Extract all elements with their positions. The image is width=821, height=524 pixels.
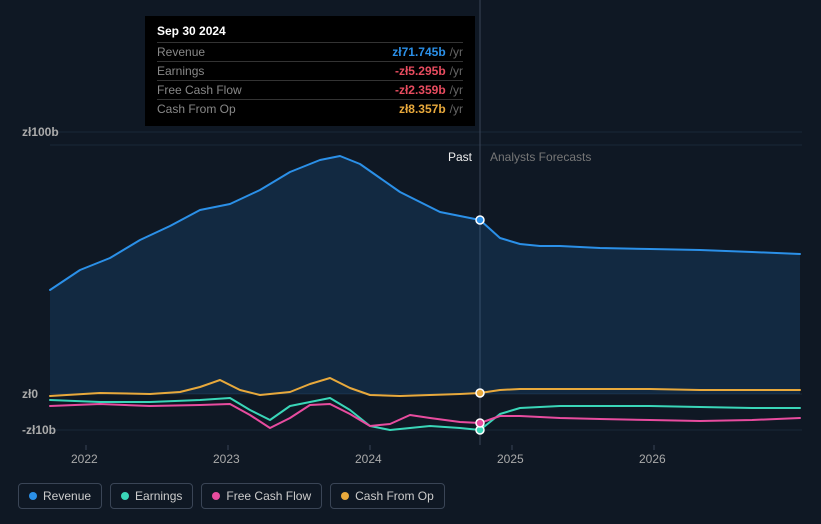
tooltip-row-label: Revenue [157, 45, 392, 59]
y-axis-label: zł100b [22, 125, 59, 139]
tooltip-row-unit: /yr [450, 83, 463, 97]
forecast-label: Analysts Forecasts [490, 150, 591, 164]
tooltip-row-label: Free Cash Flow [157, 83, 395, 97]
x-axis-label: 2022 [71, 452, 98, 466]
tooltip-row: Earnings-zł5.295b/yr [157, 61, 463, 80]
legend: Revenue Earnings Free Cash Flow Cash From O… [18, 483, 445, 509]
tooltip-row: Free Cash Flow-zł2.359b/yr [157, 80, 463, 99]
tooltip-row-value: zł71.745b [392, 45, 445, 59]
tooltip-row-value: zł8.357b [399, 102, 446, 116]
legend-item[interactable]: Revenue [18, 483, 102, 509]
legend-label: Revenue [43, 489, 91, 503]
legend-dot [341, 492, 349, 500]
tooltip-row-unit: /yr [450, 102, 463, 116]
y-axis-label: zł0 [22, 387, 38, 401]
tooltip-row-value: -zł2.359b [395, 83, 446, 97]
legend-label: Free Cash Flow [226, 489, 311, 503]
legend-dot [212, 492, 220, 500]
past-label: Past [448, 150, 472, 164]
legend-item[interactable]: Free Cash Flow [201, 483, 322, 509]
tooltip-row-unit: /yr [450, 64, 463, 78]
x-axis-label: 2023 [213, 452, 240, 466]
tooltip-row-label: Earnings [157, 64, 395, 78]
tooltip-row-label: Cash From Op [157, 102, 399, 116]
legend-label: Earnings [135, 489, 182, 503]
tooltip-row: Revenuezł71.745b/yr [157, 42, 463, 61]
tooltip: Sep 30 2024 Revenuezł71.745b/yrEarnings-… [145, 16, 475, 126]
x-axis-label: 2026 [639, 452, 666, 466]
x-axis-label: 2025 [497, 452, 524, 466]
tooltip-row-unit: /yr [450, 45, 463, 59]
tooltip-row-value: -zł5.295b [395, 64, 446, 78]
legend-item[interactable]: Earnings [110, 483, 193, 509]
legend-dot [29, 492, 37, 500]
tooltip-date: Sep 30 2024 [157, 24, 463, 38]
legend-label: Cash From Op [355, 489, 434, 503]
legend-dot [121, 492, 129, 500]
y-axis-label: -zł10b [22, 423, 56, 437]
tooltip-row: Cash From Opzł8.357b/yr [157, 99, 463, 118]
legend-item[interactable]: Cash From Op [330, 483, 445, 509]
x-axis-label: 2024 [355, 452, 382, 466]
